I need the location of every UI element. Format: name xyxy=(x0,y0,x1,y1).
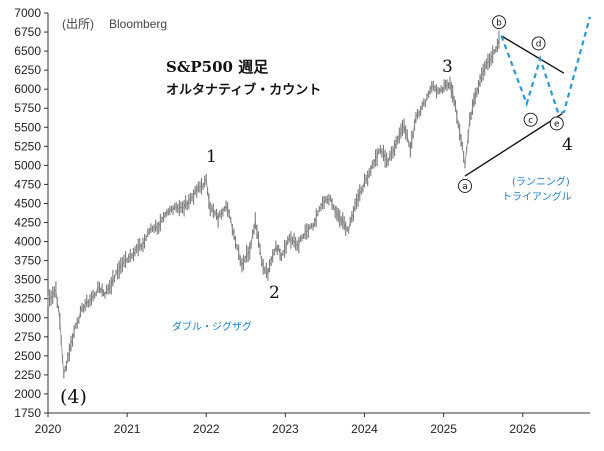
pattern-label-right-1: (ランニング) xyxy=(512,175,570,188)
point-label: c xyxy=(528,116,533,126)
point-label: d xyxy=(536,40,542,50)
point-marker-a: a xyxy=(458,179,472,193)
triangle-lines xyxy=(464,35,565,177)
triangle-lower-line xyxy=(464,112,563,177)
y-tick-label: 2500 xyxy=(14,349,41,363)
point-circle xyxy=(492,15,506,30)
pattern-label-right-2: トライアングル xyxy=(502,190,572,203)
y-tick-label: 2250 xyxy=(14,368,41,382)
y-tick-label: 6250 xyxy=(14,63,41,77)
projection-path xyxy=(500,16,592,115)
y-tick-label: 5750 xyxy=(14,101,41,115)
x-axis-ticks: 2020 2021 2022 2023 2024 2025 2026 xyxy=(35,413,536,436)
x-tick-label: 2023 xyxy=(272,422,299,436)
y-tick-label: 3500 xyxy=(14,273,41,287)
x-tick-label: 2020 xyxy=(35,422,62,436)
y-tick-label: 5500 xyxy=(14,120,41,134)
y-axis-ticks: 1750 2000 2250 2500 2750 3000 3250 3500 3750 4000… xyxy=(14,6,48,420)
y-tick-label: 3250 xyxy=(14,292,41,306)
y-tick-label: 2000 xyxy=(14,387,41,401)
y-tick-label: 5250 xyxy=(14,139,41,153)
y-tick-label: 4000 xyxy=(14,235,41,249)
price-series xyxy=(47,30,500,379)
x-tick-label: 2024 xyxy=(351,422,378,436)
x-tick-label: 2021 xyxy=(114,422,141,436)
projection-dashed-line xyxy=(500,16,592,115)
y-tick-label: 3750 xyxy=(14,254,41,268)
point-label: b xyxy=(496,18,502,28)
wave-label-4-paren: (4) xyxy=(60,386,87,408)
axes xyxy=(47,13,590,414)
point-marker-c: c xyxy=(523,112,538,127)
y-tick-label: 4750 xyxy=(14,177,41,191)
triangle-upper-line xyxy=(501,35,565,74)
point-label: a xyxy=(462,182,468,192)
x-tick-label: 2025 xyxy=(430,422,457,436)
wave-label-4: 4 xyxy=(562,135,573,155)
y-tick-label: 4250 xyxy=(14,216,41,230)
y-tick-label: 3000 xyxy=(14,311,41,325)
point-circle xyxy=(531,36,546,51)
pattern-label-left: ダブル・ジグザグ xyxy=(172,320,252,333)
y-tick-label: 7000 xyxy=(14,6,41,20)
point-marker-e: e xyxy=(549,116,564,131)
chart-title: S&P500 週足 xyxy=(166,58,269,76)
wave-label-2: 2 xyxy=(269,283,280,303)
y-tick-label: 6000 xyxy=(14,82,41,96)
chart-subtitle: オルタナティブ・カウント xyxy=(166,82,321,98)
y-tick-label: 1750 xyxy=(14,406,41,420)
price-line xyxy=(47,39,500,375)
point-circle xyxy=(549,116,564,131)
x-tick-label: 2026 xyxy=(509,422,536,436)
point-marker-d: d xyxy=(531,36,546,51)
wave-label-1: 1 xyxy=(206,147,217,167)
wave-point-markers: a b c d e xyxy=(458,15,564,193)
point-label: e xyxy=(554,120,560,130)
y-tick-label: 5000 xyxy=(14,158,41,172)
y-tick-label: 2750 xyxy=(14,330,41,344)
point-circle xyxy=(458,179,472,193)
point-marker-b: b xyxy=(492,15,506,30)
y-tick-label: 6750 xyxy=(14,25,41,39)
wave-label-3: 3 xyxy=(442,57,453,77)
source-label: (出所) xyxy=(62,17,94,31)
source-name: Bloomberg xyxy=(109,17,167,31)
y-tick-label: 6500 xyxy=(14,44,41,58)
y-tick-label: 4500 xyxy=(14,196,41,210)
x-tick-label: 2022 xyxy=(193,422,220,436)
point-circle xyxy=(523,112,538,127)
